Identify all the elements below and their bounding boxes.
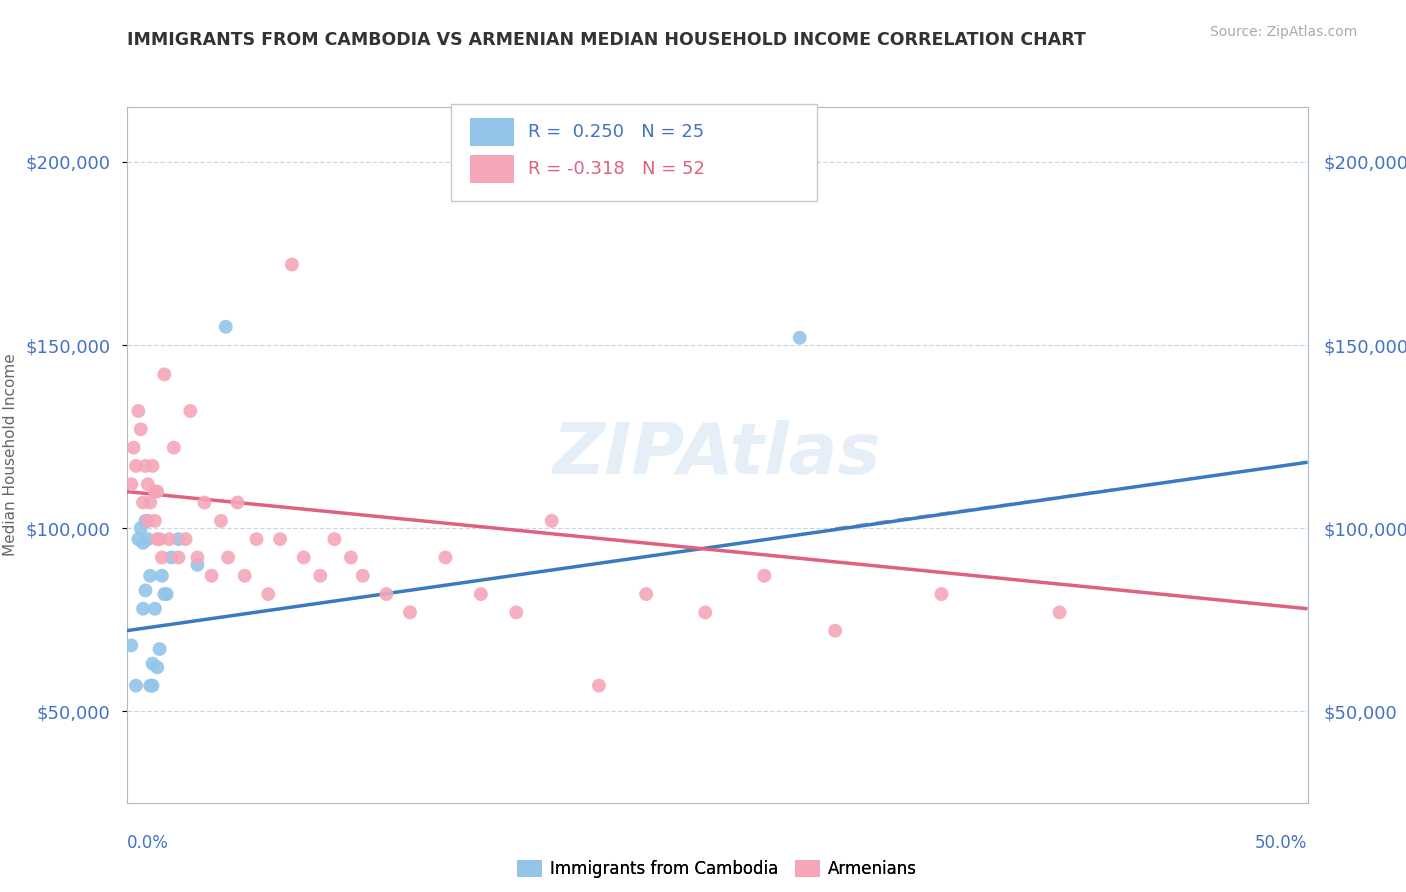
- Point: [129, 521, 152, 535]
- Point: [120, 477, 142, 491]
- Point: [146, 484, 169, 499]
- Point: [136, 514, 159, 528]
- Point: [217, 550, 239, 565]
- Point: [636, 587, 658, 601]
- Point: [141, 657, 163, 671]
- Point: [309, 568, 332, 582]
- Point: [146, 660, 169, 674]
- Point: [540, 514, 562, 528]
- Point: [186, 550, 208, 565]
- Point: [141, 458, 163, 473]
- Text: R = -0.318   N = 52: R = -0.318 N = 52: [529, 160, 704, 178]
- Point: [292, 550, 315, 565]
- FancyBboxPatch shape: [451, 103, 817, 201]
- Point: [150, 550, 173, 565]
- Point: [163, 441, 186, 455]
- Point: [375, 587, 398, 601]
- Text: 0.0%: 0.0%: [127, 834, 169, 852]
- Point: [149, 642, 172, 657]
- Point: [200, 568, 222, 582]
- Text: 50.0%: 50.0%: [1256, 834, 1308, 852]
- Point: [150, 568, 173, 582]
- Point: [233, 568, 256, 582]
- Point: [186, 558, 208, 572]
- Point: [143, 514, 166, 528]
- Y-axis label: Median Household Income: Median Household Income: [3, 353, 18, 557]
- Point: [226, 495, 249, 509]
- FancyBboxPatch shape: [470, 118, 515, 146]
- Point: [588, 679, 610, 693]
- Point: [789, 331, 811, 345]
- Point: [132, 601, 155, 615]
- Point: [323, 532, 346, 546]
- Point: [146, 532, 169, 546]
- Point: [209, 514, 232, 528]
- Point: [153, 587, 176, 601]
- Point: [167, 532, 190, 546]
- Point: [149, 532, 172, 546]
- Point: [434, 550, 457, 565]
- Point: [134, 458, 156, 473]
- Point: [257, 587, 280, 601]
- Point: [134, 583, 156, 598]
- Point: [399, 606, 422, 620]
- Point: [167, 550, 190, 565]
- Text: Source: ZipAtlas.com: Source: ZipAtlas.com: [1209, 25, 1357, 39]
- Point: [134, 514, 156, 528]
- Point: [136, 532, 159, 546]
- Point: [754, 568, 776, 582]
- Point: [157, 532, 180, 546]
- Point: [160, 550, 183, 565]
- Point: [120, 638, 142, 652]
- Point: [136, 477, 159, 491]
- Point: [139, 568, 162, 582]
- Point: [136, 514, 159, 528]
- Point: [132, 536, 155, 550]
- Point: [340, 550, 363, 565]
- Point: [125, 458, 148, 473]
- Text: R =  0.250   N = 25: R = 0.250 N = 25: [529, 123, 704, 141]
- Point: [132, 495, 155, 509]
- Point: [125, 679, 148, 693]
- Point: [470, 587, 492, 601]
- Point: [193, 495, 215, 509]
- Point: [129, 422, 152, 436]
- Point: [505, 606, 527, 620]
- Point: [695, 606, 717, 620]
- Point: [141, 679, 163, 693]
- Point: [143, 601, 166, 615]
- Text: ZIPAtlas: ZIPAtlas: [553, 420, 882, 490]
- Point: [153, 368, 176, 382]
- Point: [143, 484, 166, 499]
- FancyBboxPatch shape: [470, 155, 515, 183]
- Point: [1049, 606, 1071, 620]
- Point: [127, 532, 149, 546]
- Point: [179, 404, 201, 418]
- Legend: Immigrants from Cambodia, Armenians: Immigrants from Cambodia, Armenians: [510, 854, 924, 885]
- Point: [156, 587, 179, 601]
- Point: [139, 679, 162, 693]
- Point: [245, 532, 267, 546]
- Point: [824, 624, 846, 638]
- Point: [139, 495, 162, 509]
- Point: [174, 532, 197, 546]
- Point: [352, 568, 374, 582]
- Point: [122, 441, 145, 455]
- Point: [931, 587, 953, 601]
- Point: [281, 258, 304, 272]
- Text: IMMIGRANTS FROM CAMBODIA VS ARMENIAN MEDIAN HOUSEHOLD INCOME CORRELATION CHART: IMMIGRANTS FROM CAMBODIA VS ARMENIAN MED…: [127, 31, 1085, 49]
- Point: [269, 532, 291, 546]
- Point: [127, 404, 149, 418]
- Point: [215, 319, 238, 334]
